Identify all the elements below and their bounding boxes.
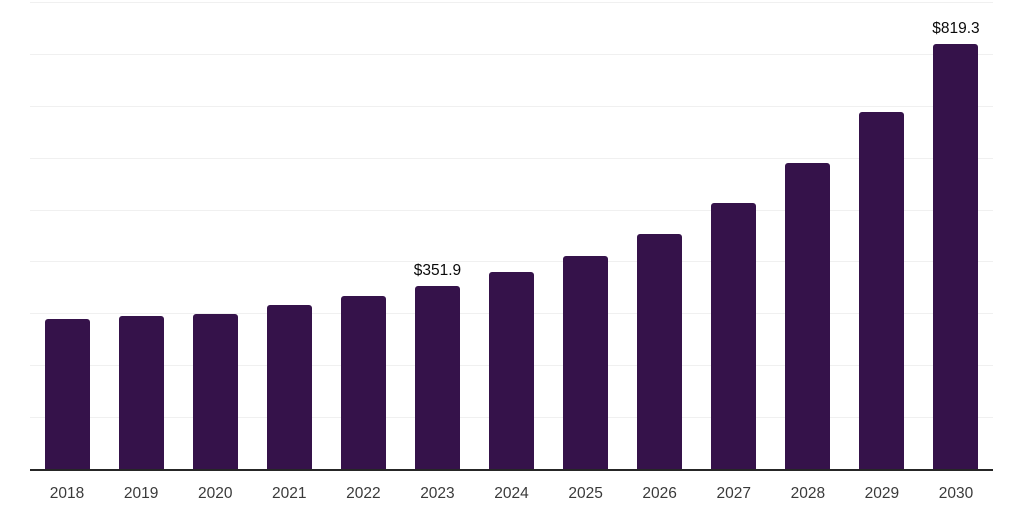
x-tick-label-2021: 2021 (272, 485, 307, 502)
bar-2024 (489, 272, 534, 469)
bar-2028 (785, 163, 831, 469)
gridline-600 (30, 157, 993, 159)
x-tick-label-2020: 2020 (197, 485, 233, 502)
x-tick-label-2019: 2019 (123, 485, 159, 502)
x-axis-tick-labels: 2018 2019 2020 2021 2022 2023 2024 2025 2026 2027… (30, 485, 993, 503)
bar-2021 (266, 304, 312, 469)
bar-band-2026 (623, 2, 697, 469)
bar-2020 (192, 313, 238, 469)
bar-band-2023: $351.9 (400, 2, 474, 469)
bar-2023 (414, 286, 460, 469)
bar-band-2030: $819.3 (919, 2, 993, 469)
bar-value-label-2030: $819.3 (932, 19, 980, 37)
x-tick-label-2027: 2027 (716, 485, 751, 502)
x-tick-label-2026: 2026 (642, 485, 677, 502)
bar-band-2022 (326, 2, 400, 469)
bar-band-2024 (474, 2, 548, 469)
x-axis-line (30, 469, 993, 471)
bar-band-2020 (178, 2, 252, 469)
gridline-500 (30, 209, 993, 211)
x-tick-label-2022: 2022 (346, 485, 381, 502)
bar-band-2028 (771, 2, 845, 469)
bar-2025 (563, 255, 609, 469)
x-tick-label-2028: 2028 (790, 485, 826, 502)
bar-band-2021 (252, 2, 326, 469)
bar-band-2025 (549, 2, 623, 469)
bar-band-2018 (30, 2, 104, 469)
gridline-700 (30, 105, 993, 107)
x-tick-label-2029: 2029 (864, 485, 900, 502)
bar-2029 (859, 112, 905, 469)
bar-2019 (118, 315, 164, 469)
bar-2030 (933, 43, 979, 469)
x-tick-label-2018: 2018 (49, 485, 85, 502)
x-tick-label-2024: 2024 (494, 485, 529, 502)
bar-2027 (711, 203, 757, 469)
gridline-900 (30, 2, 993, 3)
bar-value-label-2023: $351.9 (413, 262, 462, 280)
bar-2022 (340, 296, 386, 469)
plot-area: $351.9 $819.3 (30, 2, 993, 469)
bar-2026 (637, 233, 683, 469)
x-tick-label-2023: 2023 (420, 485, 455, 502)
bar-bands: $351.9 $819.3 (30, 2, 993, 469)
x-tick-label-2025: 2025 (568, 485, 603, 502)
bar-2018 (44, 318, 90, 469)
bar-band-2027 (697, 2, 771, 469)
x-tick-label-2030: 2030 (938, 485, 974, 502)
gridline-400 (30, 261, 993, 263)
bar-band-2019 (104, 2, 178, 469)
gridline-800 (30, 53, 993, 55)
bar-band-2029 (845, 2, 919, 469)
